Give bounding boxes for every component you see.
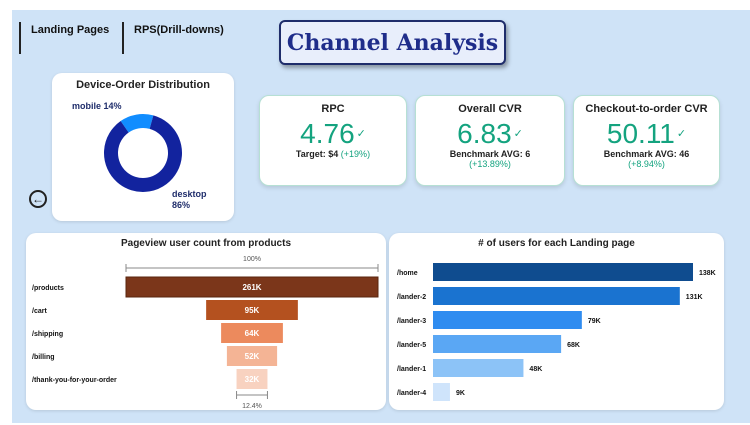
kpi-subtext: Target: $4 (+19%): [260, 149, 406, 159]
funnel-bar-0[interactable]: [125, 276, 379, 298]
kpi-value-number: 6.83: [457, 118, 512, 149]
landing-bars-chart: /home 138K/lander-2 131K/lander-3 79K/lande…: [397, 263, 716, 401]
funnel-bar-1[interactable]: [206, 300, 298, 320]
kpi-title: RPC: [321, 103, 345, 115]
funnel-value-label: 32K: [245, 375, 260, 384]
landing-category-label: /lander-3: [397, 318, 426, 325]
kpi-target: Target: $4: [295, 149, 339, 159]
landing-bar-5[interactable]: [433, 383, 450, 401]
landing-bar-0[interactable]: [433, 263, 693, 281]
kpi-benchmark: Benchmark AVG: 6: [449, 149, 531, 159]
funnel-category-label: /billing: [32, 354, 55, 361]
landing-category-label: /lander-2: [397, 294, 426, 301]
landing-bar-4[interactable]: [433, 359, 524, 377]
funnel-top-label: 100%: [243, 256, 261, 263]
arrow-left-icon: ←: [32, 192, 44, 206]
donut-slice-desktop[interactable]: [104, 115, 182, 192]
landing-bar-1[interactable]: [433, 287, 680, 305]
kpi-delta: (+13.89%): [469, 159, 511, 169]
funnel-category-label: /thank-you-for-your-order: [32, 377, 117, 384]
kpi-card-checkout-cvr: Checkout-to-order CVR 50.11 ✓ Benchmark A…: [573, 95, 720, 186]
landing-value-label: 48K: [529, 366, 542, 373]
tab-label: RPS(Drill-downs): [134, 24, 224, 36]
tab-landing-pages[interactable]: Landing Pages: [19, 22, 123, 54]
tab-label: Landing Pages: [31, 24, 110, 36]
desktop-label: desktop: [172, 189, 207, 199]
funnel-category-label: /shipping: [32, 331, 63, 338]
landing-bar-3[interactable]: [433, 335, 562, 353]
funnel-bottom-label: 12.4%: [242, 403, 262, 410]
funnel-category-label: /products: [32, 285, 64, 292]
page-title-box: Channel Analysis: [279, 20, 506, 65]
kpi-value: 4.76 ✓: [260, 119, 406, 149]
check-icon: ✓: [676, 128, 687, 140]
check-icon: ✓: [356, 128, 366, 140]
funnel-value-label: 64K: [245, 329, 260, 338]
funnel-category-label: /cart: [32, 308, 47, 315]
check-icon: ✓: [513, 128, 523, 140]
landing-value-label: 9K: [456, 390, 465, 397]
kpi-delta: (+8.94%): [628, 159, 665, 169]
back-button[interactable]: ←: [29, 190, 47, 208]
funnel-value-label: 95K: [245, 306, 260, 315]
device-order-title: Device-Order Distribution: [76, 79, 210, 91]
funnel-value-label: 261K: [242, 283, 261, 292]
mobile-label: mobile 14%: [72, 101, 122, 111]
landing-category-label: /lander-5: [397, 342, 426, 349]
kpi-card-overall-cvr: Overall CVR 6.83 ✓ Benchmark AVG: 6 (+13.…: [415, 95, 565, 186]
kpi-card-rpc: RPC 4.76 ✓ Target: $4 (+19%): [259, 95, 407, 186]
page-title: Channel Analysis: [286, 29, 499, 56]
kpi-benchmark: Benchmark AVG: 46: [603, 149, 690, 159]
kpi-value-number: 50.11: [606, 118, 675, 149]
landing-bars-title: # of users for each Landing page: [478, 238, 635, 249]
funnel-chart: 100% /products 261K/cart 95K/shipping 64K/bi…: [32, 256, 379, 410]
kpi-value: 50.11 ✓: [574, 119, 719, 149]
landing-category-label: /lander-1: [397, 366, 426, 373]
kpi-value: 6.83 ✓: [416, 119, 564, 149]
tab-rps-drill-downs[interactable]: RPS(Drill-downs): [122, 22, 242, 54]
pageview-funnel-card: Pageview user count from products 100% /p…: [26, 233, 386, 410]
desktop-pct-label: 86%: [172, 200, 190, 210]
kpi-value-number: 4.76: [300, 118, 355, 149]
donut-slice-mobile[interactable]: [120, 114, 154, 133]
landing-value-label: 131K: [686, 294, 703, 301]
funnel-bar-3[interactable]: [226, 346, 278, 366]
device-order-donut: mobile 14% desktop 86%: [72, 101, 207, 210]
landing-value-label: 79K: [588, 318, 601, 325]
landing-value-label: 68K: [567, 342, 580, 349]
funnel-value-label: 52K: [245, 352, 260, 361]
device-order-card: Device-Order Distribution mobile 14% des…: [52, 73, 234, 221]
funnel-bar-4[interactable]: [236, 369, 268, 389]
kpi-title: Overall CVR: [458, 103, 522, 115]
landing-bar-2[interactable]: [433, 311, 582, 329]
landing-value-label: 138K: [699, 270, 716, 277]
funnel-title: Pageview user count from products: [120, 238, 292, 249]
landing-category-label: /lander-4: [397, 390, 426, 397]
kpi-title: Checkout-to-order CVR: [585, 103, 708, 115]
funnel-bar-2[interactable]: [221, 323, 283, 343]
landing-category-label: /home: [397, 270, 418, 277]
landing-users-card: # of users for each Landing page /home 13…: [389, 233, 724, 410]
kpi-delta: (+19%): [340, 149, 371, 159]
